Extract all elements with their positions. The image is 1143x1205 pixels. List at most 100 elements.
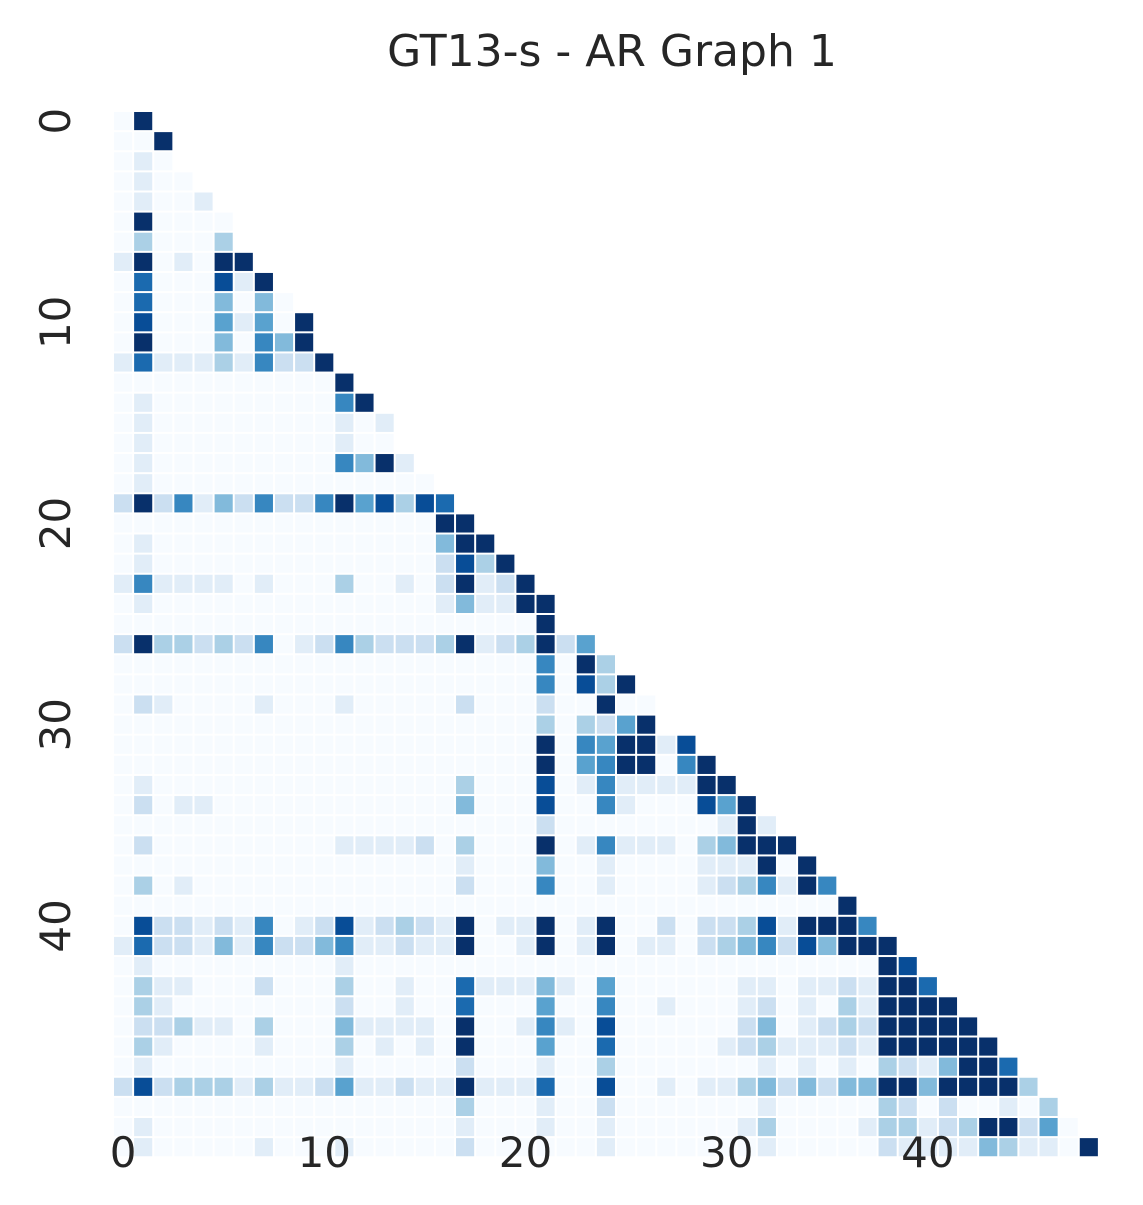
heatmap-cell-8-6 bbox=[234, 272, 253, 292]
heatmap-cell-39-26 bbox=[637, 896, 656, 915]
heatmap-cell-30-19 bbox=[496, 715, 515, 734]
heatmap-cell-14-7 bbox=[254, 393, 273, 412]
heatmap-cell-51-42 bbox=[959, 1138, 978, 1157]
heatmap-cell-10-1 bbox=[134, 313, 153, 332]
heatmap-cell-33-17 bbox=[456, 775, 475, 795]
heatmap-cell-50-47 bbox=[1059, 1118, 1078, 1137]
heatmap-cell-34-7 bbox=[254, 796, 273, 815]
heatmap-cell-38-27 bbox=[657, 876, 676, 895]
heatmap-cell-46-27 bbox=[657, 1037, 676, 1056]
heatmap-cell-33-27 bbox=[657, 775, 676, 795]
heatmap-cell-41-19 bbox=[496, 936, 515, 956]
heatmap-cell-26-7 bbox=[254, 635, 273, 654]
heatmap-cell-32-17 bbox=[456, 755, 475, 774]
heatmap-cell-43-0 bbox=[114, 977, 133, 996]
heatmap-cell-40-36 bbox=[838, 916, 857, 935]
heatmap-cell-34-25 bbox=[617, 796, 636, 815]
heatmap-cell-31-9 bbox=[295, 735, 314, 754]
heatmap-cell-47-19 bbox=[496, 1057, 515, 1076]
heatmap-cell-34-15 bbox=[415, 796, 434, 815]
heatmap-cell-24-2 bbox=[154, 594, 173, 613]
heatmap-cell-38-31 bbox=[737, 876, 756, 895]
heatmap-cell-45-3 bbox=[174, 1017, 193, 1036]
heatmap-cell-12-8 bbox=[274, 353, 294, 372]
heatmap-cell-34-28 bbox=[677, 796, 696, 815]
heatmap-cell-23-18 bbox=[476, 574, 495, 593]
heatmap-cell-47-33 bbox=[777, 1057, 797, 1076]
heatmap-cell-3-0 bbox=[114, 172, 133, 191]
heatmap-cell-31-19 bbox=[496, 735, 515, 754]
heatmap-cell-28-25 bbox=[617, 675, 636, 694]
heatmap-cell-18-0 bbox=[114, 474, 133, 493]
heatmap-cell-38-3 bbox=[174, 876, 193, 895]
heatmap-cell-33-4 bbox=[194, 775, 213, 795]
heatmap-cell-50-15 bbox=[415, 1118, 434, 1137]
heatmap-cell-50-42 bbox=[959, 1118, 978, 1137]
heatmap-cell-36-18 bbox=[476, 836, 495, 855]
heatmap-cell-45-42 bbox=[959, 1017, 978, 1036]
heatmap-cell-39-23 bbox=[576, 896, 595, 915]
heatmap-cell-48-12 bbox=[355, 1077, 374, 1096]
heatmap-cell-41-34 bbox=[798, 936, 817, 956]
heatmap-cell-44-18 bbox=[476, 997, 495, 1016]
heatmap-cell-26-1 bbox=[134, 635, 153, 654]
heatmap-cell-38-19 bbox=[496, 876, 515, 895]
heatmap-cell-40-33 bbox=[777, 916, 797, 935]
heatmap-cell-31-14 bbox=[395, 735, 414, 754]
heatmap-cell-39-7 bbox=[254, 896, 273, 915]
heatmap-cell-36-23 bbox=[576, 836, 595, 855]
heatmap-cell-42-6 bbox=[234, 957, 253, 976]
heatmap-cell-18-14 bbox=[395, 474, 414, 493]
heatmap-cell-35-2 bbox=[154, 816, 173, 835]
heatmap-cell-41-25 bbox=[617, 936, 636, 956]
heatmap-cell-44-1 bbox=[134, 997, 153, 1016]
heatmap-cell-49-42 bbox=[959, 1097, 978, 1116]
heatmap-cell-45-38 bbox=[878, 1017, 897, 1036]
heatmap-cell-37-24 bbox=[596, 856, 615, 875]
heatmap-cell-20-12 bbox=[355, 514, 374, 533]
heatmap-cell-50-38 bbox=[878, 1118, 897, 1137]
heatmap-cell-15-6 bbox=[234, 413, 253, 432]
heatmap-cell-10-2 bbox=[154, 313, 173, 332]
heatmap-cell-12-2 bbox=[154, 353, 173, 372]
heatmap-cell-28-24 bbox=[596, 675, 615, 694]
heatmap-cell-10-5 bbox=[214, 313, 233, 332]
heatmap-cell-7-1 bbox=[134, 252, 153, 271]
heatmap-cell-32-27 bbox=[657, 755, 676, 774]
heatmap-cell-22-15 bbox=[415, 554, 434, 573]
heatmap-cell-23-1 bbox=[134, 574, 153, 593]
heatmap-cell-33-21 bbox=[536, 775, 555, 795]
heatmap-cell-42-1 bbox=[134, 957, 153, 976]
heatmap-cell-29-13 bbox=[375, 695, 394, 714]
heatmap-cell-46-29 bbox=[697, 1037, 716, 1056]
heatmap-cells bbox=[114, 112, 1098, 1157]
heatmap-cell-19-14 bbox=[395, 494, 414, 513]
heatmap-cell-41-20 bbox=[516, 936, 535, 956]
heatmap-cell-29-12 bbox=[355, 695, 374, 714]
heatmap-cell-37-26 bbox=[637, 856, 656, 875]
heatmap-cell-21-3 bbox=[174, 534, 193, 553]
heatmap-cell-42-35 bbox=[818, 957, 837, 976]
chart-title: GT13-s - AR Graph 1 bbox=[387, 26, 837, 77]
heatmap-cell-45-37 bbox=[858, 1017, 877, 1036]
heatmap-cell-37-25 bbox=[617, 856, 636, 875]
heatmap-cell-32-13 bbox=[375, 755, 394, 774]
heatmap-cell-35-18 bbox=[476, 816, 495, 835]
heatmap-cell-40-16 bbox=[435, 916, 455, 935]
heatmap-cell-45-9 bbox=[295, 1017, 314, 1036]
heatmap-cell-50-18 bbox=[476, 1118, 495, 1137]
heatmap-cell-21-13 bbox=[375, 534, 394, 553]
heatmap-cell-13-0 bbox=[114, 373, 133, 392]
heatmap-cell-36-7 bbox=[254, 836, 273, 855]
heatmap-cell-41-18 bbox=[476, 936, 495, 956]
heatmap-cell-11-7 bbox=[254, 333, 273, 352]
heatmap-cell-44-36 bbox=[838, 997, 857, 1016]
heatmap-cell-28-7 bbox=[254, 675, 273, 694]
heatmap-cell-10-4 bbox=[194, 313, 213, 332]
heatmap-cell-22-11 bbox=[335, 554, 354, 573]
heatmap-cell-46-24 bbox=[596, 1037, 615, 1056]
heatmap-cell-42-4 bbox=[194, 957, 213, 976]
heatmap-cell-9-6 bbox=[234, 293, 253, 312]
heatmap-cell-33-24 bbox=[596, 775, 615, 795]
heatmap-cell-46-32 bbox=[757, 1037, 776, 1056]
